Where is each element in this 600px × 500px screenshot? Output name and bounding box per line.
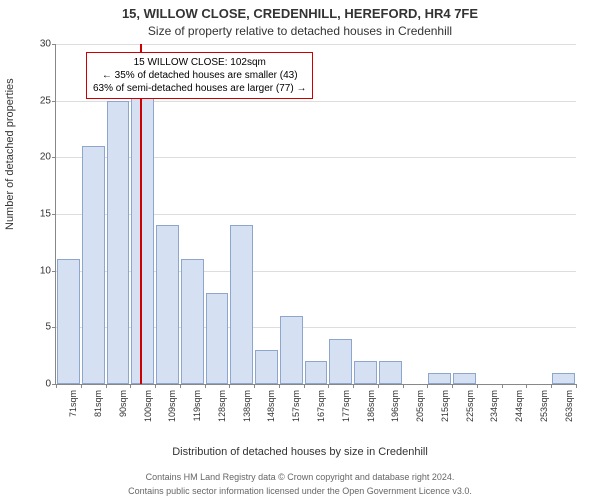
x-tick-mark <box>180 384 181 388</box>
x-tick-mark <box>403 384 404 388</box>
histogram-bar <box>428 373 451 384</box>
annotation-smaller-pct: ← 35% of detached houses are smaller (43… <box>93 69 306 82</box>
y-tick-mark <box>52 271 56 272</box>
y-axis-label: Number of detached properties <box>4 78 16 230</box>
y-tick-label: 25 <box>26 95 51 106</box>
histogram-bar <box>82 146 105 384</box>
x-tick-label: 81sqm <box>93 390 103 430</box>
histogram-bar <box>552 373 575 384</box>
y-tick-mark <box>52 327 56 328</box>
x-tick-label: 71sqm <box>68 390 78 430</box>
x-tick-mark <box>378 384 379 388</box>
y-tick-mark <box>52 101 56 102</box>
y-tick-label: 0 <box>26 379 51 390</box>
x-tick-mark <box>452 384 453 388</box>
histogram-bar <box>206 293 229 384</box>
histogram-bar <box>181 259 204 384</box>
x-tick-label: 119sqm <box>192 390 202 430</box>
histogram-bar <box>255 350 278 384</box>
y-tick-mark <box>52 157 56 158</box>
histogram-bar <box>107 101 130 384</box>
x-tick-mark <box>427 384 428 388</box>
x-tick-label: 128sqm <box>217 390 227 430</box>
x-tick-mark <box>304 384 305 388</box>
x-tick-label: 167sqm <box>316 390 326 430</box>
x-tick-mark <box>130 384 131 388</box>
histogram-bar <box>131 89 154 384</box>
histogram-bar <box>156 225 179 384</box>
histogram-bar <box>453 373 476 384</box>
x-tick-mark <box>551 384 552 388</box>
x-tick-mark <box>279 384 280 388</box>
x-tick-mark <box>205 384 206 388</box>
y-tick-label: 15 <box>26 209 51 220</box>
x-tick-mark <box>81 384 82 388</box>
x-tick-label: 157sqm <box>291 390 301 430</box>
x-tick-mark <box>353 384 354 388</box>
y-tick-label: 20 <box>26 152 51 163</box>
x-tick-mark <box>229 384 230 388</box>
x-tick-label: 225sqm <box>465 390 475 430</box>
y-tick-mark <box>52 44 56 45</box>
x-tick-label: 148sqm <box>266 390 276 430</box>
x-tick-label: 90sqm <box>118 390 128 430</box>
gridline <box>56 44 576 45</box>
x-tick-label: 263sqm <box>564 390 574 430</box>
footer-copyright-1: Contains HM Land Registry data © Crown c… <box>0 472 600 482</box>
histogram-plot: 05101520253071sqm81sqm90sqm100sqm109sqm1… <box>55 44 576 385</box>
y-tick-label: 30 <box>26 39 51 50</box>
x-tick-mark <box>477 384 478 388</box>
footer-copyright-2: Contains public sector information licen… <box>0 486 600 496</box>
x-tick-mark <box>155 384 156 388</box>
x-tick-label: 177sqm <box>341 390 351 430</box>
histogram-bar <box>280 316 303 384</box>
y-tick-label: 10 <box>26 265 51 276</box>
x-tick-label: 253sqm <box>539 390 549 430</box>
x-axis-label: Distribution of detached houses by size … <box>0 446 600 458</box>
x-tick-mark <box>56 384 57 388</box>
x-tick-mark <box>328 384 329 388</box>
x-tick-mark <box>502 384 503 388</box>
histogram-bar <box>305 361 328 384</box>
x-tick-label: 244sqm <box>514 390 524 430</box>
histogram-bar <box>230 225 253 384</box>
x-tick-mark <box>576 384 577 388</box>
annotation-larger-pct: 63% of semi-detached houses are larger (… <box>93 82 306 95</box>
x-tick-label: 186sqm <box>366 390 376 430</box>
annotation-property-size: 15 WILLOW CLOSE: 102sqm <box>93 56 306 69</box>
x-tick-label: 109sqm <box>167 390 177 430</box>
histogram-bar <box>379 361 402 384</box>
y-tick-label: 5 <box>26 322 51 333</box>
x-tick-mark <box>106 384 107 388</box>
histogram-bar <box>57 259 80 384</box>
x-tick-label: 100sqm <box>143 390 153 430</box>
x-tick-label: 196sqm <box>390 390 400 430</box>
x-tick-label: 138sqm <box>242 390 252 430</box>
x-tick-label: 205sqm <box>415 390 425 430</box>
x-tick-label: 234sqm <box>489 390 499 430</box>
x-tick-mark <box>254 384 255 388</box>
y-tick-mark <box>52 214 56 215</box>
histogram-bar <box>329 339 352 384</box>
x-tick-mark <box>526 384 527 388</box>
property-annotation-box: 15 WILLOW CLOSE: 102sqm ← 35% of detache… <box>86 52 313 99</box>
chart-subtitle: Size of property relative to detached ho… <box>0 24 600 38</box>
chart-title-address: 15, WILLOW CLOSE, CREDENHILL, HEREFORD, … <box>0 6 600 21</box>
histogram-bar <box>354 361 377 384</box>
x-tick-label: 215sqm <box>440 390 450 430</box>
